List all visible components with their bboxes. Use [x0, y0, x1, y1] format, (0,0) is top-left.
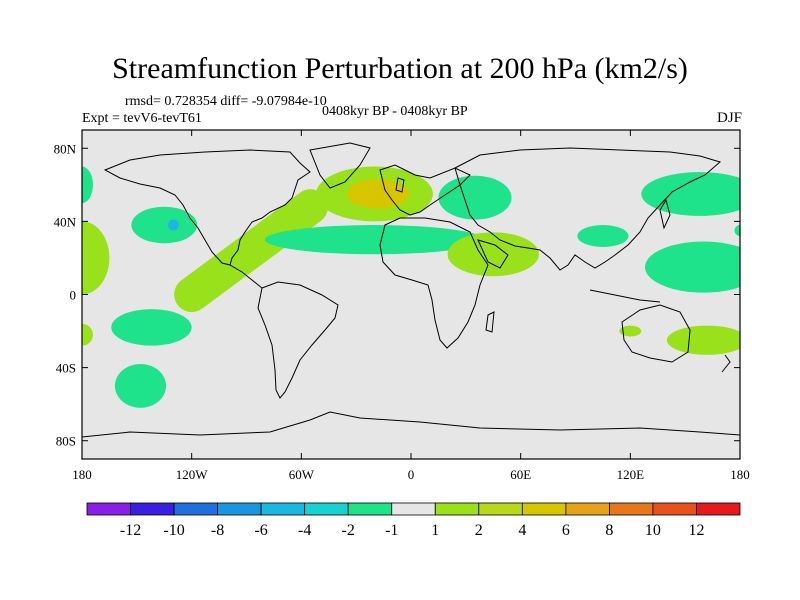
coastline-central-america — [229, 264, 263, 289]
colorbar-swatch — [391, 502, 436, 516]
colorbar-label: -10 — [163, 522, 184, 539]
lat-tick-label: 80S — [56, 434, 76, 449]
colorbar-label: 10 — [645, 522, 661, 539]
colorbar-swatch — [130, 502, 175, 516]
colorbar-label: 8 — [605, 522, 613, 539]
lat-tick-label: 40N — [54, 214, 77, 229]
lon-tick-label: 120E — [617, 467, 645, 482]
colorbar-label: 4 — [518, 522, 526, 539]
coastline-se-asia — [589, 289, 661, 303]
anomaly-region — [264, 225, 485, 255]
anomaly-ridge — [174, 189, 329, 313]
anomaly-region — [347, 179, 410, 209]
colorbar-label: 6 — [562, 522, 570, 539]
lon-tick-label: 180 — [730, 467, 750, 482]
colorbar-label: -6 — [254, 522, 267, 539]
anomaly-region — [734, 225, 740, 237]
coastline-new-zealand — [721, 354, 731, 373]
anomaly-region — [167, 219, 179, 231]
colorbar-swatch — [173, 502, 218, 516]
plot-title: Streamfunction Perturbation at 200 hPa (… — [112, 52, 688, 85]
rmsd-stats: rmsd= 0.728354 diff= -9.07984e-10 — [125, 94, 327, 109]
experiment-label: Expt = tevV6-tevT61 — [82, 111, 202, 126]
anomaly-region — [111, 309, 192, 346]
coastline-arabia — [477, 239, 509, 269]
coastline-antarctica — [82, 411, 740, 438]
anomaly-region — [619, 325, 642, 337]
colorbar-label: -8 — [211, 522, 224, 539]
colorbar-label: 12 — [688, 522, 704, 539]
colorbar-swatch — [565, 502, 610, 516]
coastline-japan — [659, 198, 671, 230]
coastline-north-america — [103, 149, 311, 266]
lat-tick-label: 0 — [70, 288, 77, 303]
anomaly-region — [438, 175, 512, 220]
period-label: 0408kyr BP - 0408kyr BP — [322, 104, 468, 119]
anomaly-region — [447, 232, 539, 277]
colorbar-swatch — [521, 502, 567, 516]
lat-tick-label: 80N — [54, 141, 77, 156]
colorbar-label: 2 — [475, 522, 483, 539]
lon-tick-label: 120W — [176, 467, 209, 482]
coastline-british-isles — [395, 177, 405, 193]
coastline-south-america — [257, 281, 339, 399]
anomaly-region — [114, 363, 167, 408]
coastline-greenland — [309, 142, 371, 189]
lon-tick-label: 0 — [408, 467, 415, 482]
colorbar-swatch — [434, 502, 480, 516]
coastline-madagascar — [485, 311, 495, 333]
colorbar-swatch — [652, 502, 697, 516]
coastline-europe — [379, 164, 471, 216]
anomaly-region — [82, 166, 93, 204]
coastlines — [82, 142, 740, 438]
lon-tick-label: 60W — [289, 467, 315, 482]
coastline-asia — [454, 147, 722, 271]
anomaly-region — [82, 221, 110, 295]
coastline-australia — [621, 304, 691, 363]
anomaly-region — [577, 225, 629, 247]
anomaly-region — [82, 323, 93, 346]
colorbar-label: -4 — [298, 522, 311, 539]
colorbar: -12 -10 -8 -6 -4 -2 -1 1 2 4 6 8 10 12 — [86, 502, 741, 539]
colorbar-swatch — [304, 502, 349, 516]
colorbar-swatch — [347, 502, 393, 516]
colorbar-swatch — [86, 502, 131, 516]
anomaly-region — [131, 206, 198, 244]
season-label: DJF — [716, 110, 742, 126]
colorbar-label: -2 — [342, 522, 355, 539]
coastline-africa — [379, 217, 489, 349]
lon-tick-label: 180 — [72, 467, 92, 482]
lon-tick-label: 60E — [510, 467, 531, 482]
lat-tick-label: 40S — [56, 361, 76, 376]
colorbar-swatch — [609, 502, 654, 516]
anomaly-region — [644, 241, 740, 293]
colorbar-swatch — [478, 502, 523, 516]
colorbar-swatch — [260, 502, 306, 516]
colorbar-label: 1 — [431, 522, 439, 539]
anomaly-region — [666, 325, 740, 355]
axis-ticks: 180 120W 60W 0 60E 120E 180 80N 40N 0 40S 80S — [54, 130, 750, 482]
colorbar-swatch — [696, 502, 741, 516]
colorbar-label: -12 — [120, 522, 141, 539]
anomaly-region — [641, 172, 740, 216]
colorbar-swatch — [217, 502, 262, 516]
colorbar-label: -1 — [385, 522, 398, 539]
